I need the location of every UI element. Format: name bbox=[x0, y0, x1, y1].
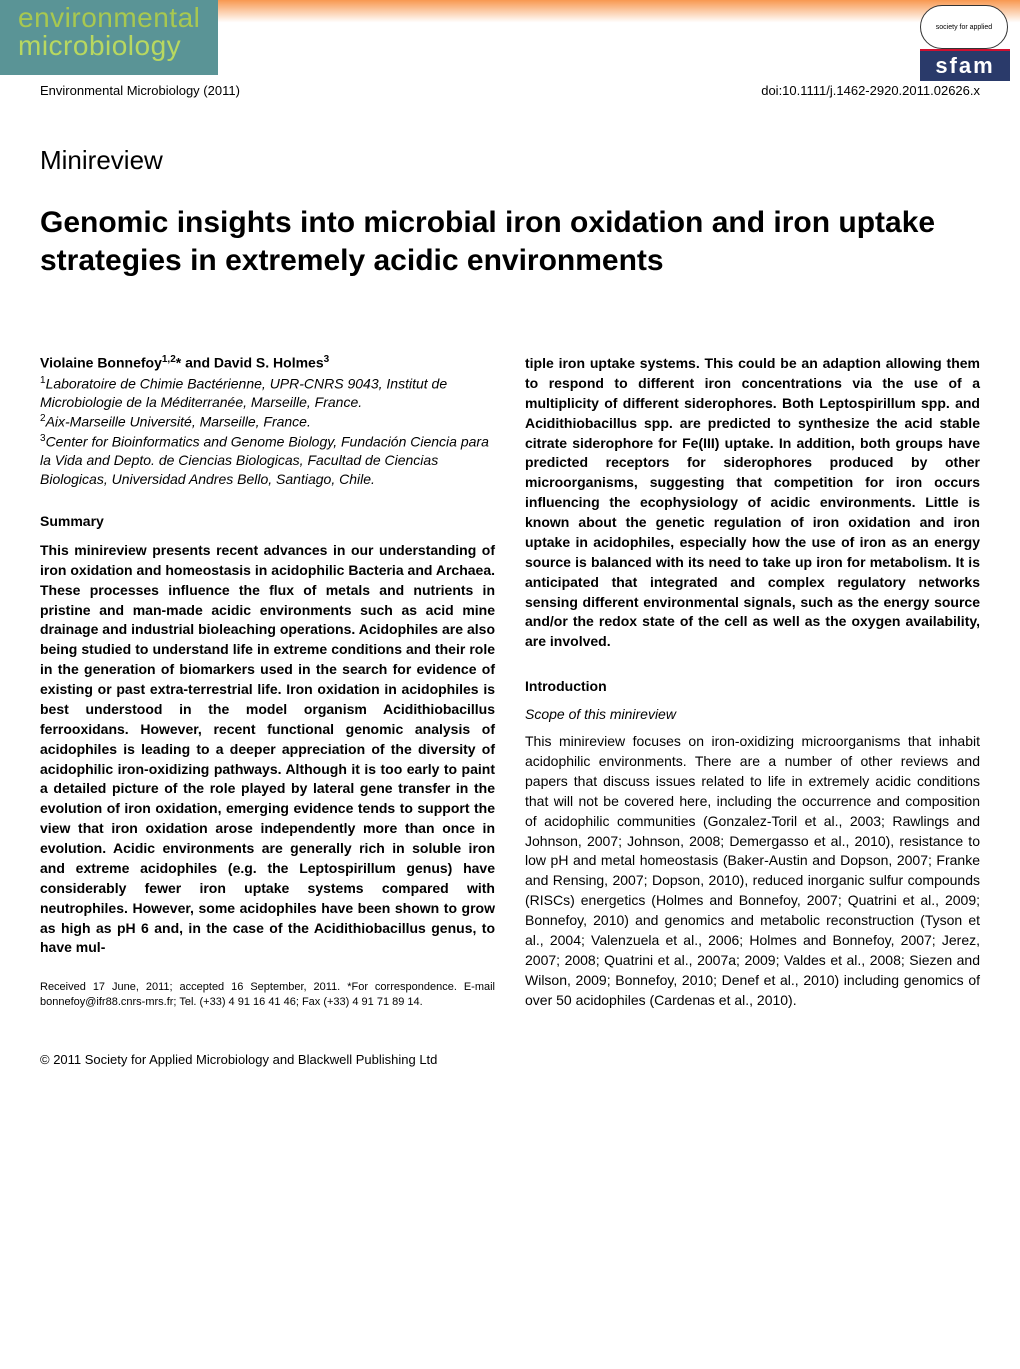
copyright-footer: © 2011 Society for Applied Microbiology … bbox=[0, 1040, 1020, 1087]
author-1-sup: 1,2 bbox=[162, 354, 176, 365]
journal-name-block: environmental microbiology bbox=[0, 0, 218, 75]
page-content: Minireview Genomic insights into microbi… bbox=[0, 100, 1020, 1040]
banner-gradient: society for applied sfam bbox=[218, 0, 1020, 75]
doi: doi:10.1111/j.1462-2920.2011.02626.x bbox=[761, 83, 980, 98]
author-conjunction: and David S. Holmes bbox=[181, 355, 323, 371]
right-column: tiple iron uptake systems. This could be… bbox=[525, 354, 980, 1010]
author-2-sup: 3 bbox=[324, 354, 330, 365]
sfam-oval: society for applied bbox=[920, 5, 1008, 49]
left-column: Violaine Bonnefoy1,2* and David S. Holme… bbox=[40, 354, 495, 1010]
meta-row: Environmental Microbiology (2011) doi:10… bbox=[0, 75, 1020, 100]
article-title: Genomic insights into microbial iron oxi… bbox=[40, 204, 980, 279]
author-1: Violaine Bonnefoy bbox=[40, 355, 162, 371]
affiliations: 1Laboratoire de Chimie Bactérienne, UPR-… bbox=[40, 374, 495, 489]
authors-line: Violaine Bonnefoy1,2* and David S. Holme… bbox=[40, 354, 495, 371]
received-block: Received 17 June, 2011; accepted 16 Sept… bbox=[40, 980, 495, 1010]
journal-year: Environmental Microbiology (2011) bbox=[40, 83, 240, 98]
affiliation-1: 1Laboratoire de Chimie Bactérienne, UPR-… bbox=[40, 374, 495, 412]
abstract-col2: tiple iron uptake systems. This could be… bbox=[525, 354, 980, 652]
summary-heading: Summary bbox=[40, 513, 495, 529]
sfam-society-text: society for applied bbox=[936, 24, 992, 31]
sfam-abbr: sfam bbox=[920, 49, 1010, 81]
journal-name-line1: environmental bbox=[18, 4, 200, 32]
journal-name-line2: microbiology bbox=[18, 32, 200, 60]
introduction-text: This minireview focuses on iron-oxidizin… bbox=[525, 732, 980, 1010]
journal-banner: environmental microbiology society for a… bbox=[0, 0, 1020, 75]
abstract-col1: This minireview presents recent advances… bbox=[40, 541, 495, 958]
publisher-logo: society for applied sfam bbox=[920, 5, 1010, 70]
affiliation-3: 3Center for Bioinformatics and Genome Bi… bbox=[40, 432, 495, 489]
affiliation-2: 2Aix-Marseille Université, Marseille, Fr… bbox=[40, 412, 495, 432]
two-column-layout: Violaine Bonnefoy1,2* and David S. Holme… bbox=[40, 354, 980, 1010]
introduction-heading: Introduction bbox=[525, 678, 980, 694]
scope-heading: Scope of this minireview bbox=[525, 706, 980, 722]
review-type: Minireview bbox=[40, 145, 980, 176]
